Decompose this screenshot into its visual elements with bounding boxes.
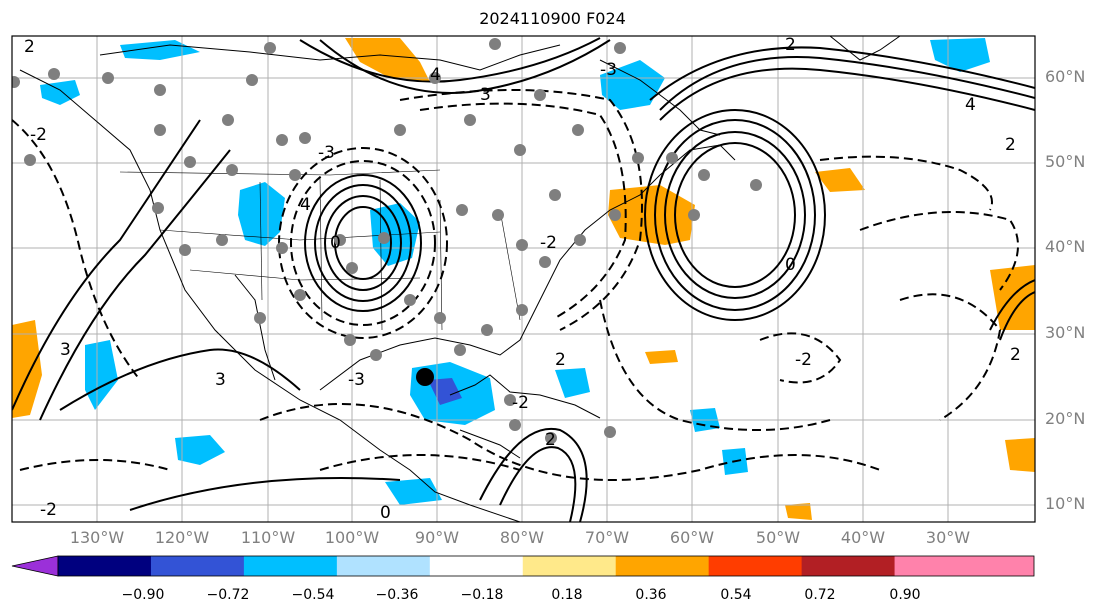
contour-labels: 2 -2 3 4 -3 0 -2 2 -3 2 4 0 -2 2 3 2 0 -…	[24, 35, 1021, 523]
contour-label: -2	[795, 350, 812, 370]
colorbar-segment	[150, 556, 245, 576]
colorbar-extend-low	[11, 555, 59, 577]
colorbar-tick-label: 0.90	[889, 587, 921, 603]
lon-label: 110°W	[240, 528, 296, 547]
lon-label: 80°W	[499, 528, 545, 547]
blue-area-central-america	[385, 478, 442, 505]
colorbar-segments	[11, 555, 1034, 577]
contour-label: 2	[785, 35, 796, 55]
colorbar-tick-label: −0.36	[375, 587, 419, 603]
colorbar-segment	[429, 556, 524, 576]
dashed-contours	[12, 89, 1019, 481]
lon-label: 90°W	[414, 528, 460, 547]
blue-area-pacific	[85, 340, 118, 410]
contour-label: 2	[1010, 345, 1021, 365]
contour-label: 2	[545, 430, 556, 450]
contour-label: -2	[540, 233, 557, 253]
lon-label: 50°W	[755, 528, 801, 547]
map-frame	[11, 35, 1036, 523]
contour-label: -2	[40, 500, 57, 520]
contour-label: 0	[330, 233, 341, 253]
contour-label: 3	[60, 340, 71, 360]
colorbar-tick-label: 0.36	[635, 587, 667, 603]
contour-label: 2	[1005, 135, 1016, 155]
lon-label: 100°W	[324, 528, 380, 547]
blue-area-pacific-south	[175, 435, 225, 465]
lon-label: 30°W	[925, 528, 971, 547]
orange-area-small	[785, 503, 812, 520]
lat-label: 40°N	[1045, 237, 1086, 256]
lon-label: 60°W	[669, 528, 715, 547]
colorbar-tick-label: 0.18	[551, 587, 583, 603]
colorbar-segment	[708, 556, 803, 576]
blue-area-hudson	[120, 40, 200, 60]
lat-label: 10°N	[1045, 494, 1086, 513]
colorbar-segment	[243, 556, 338, 576]
orange-area-ocean-mid	[645, 350, 678, 364]
lon-label: 40°W	[840, 528, 886, 547]
contour-label: -2	[30, 125, 47, 145]
colorbar-tick-label: 0.54	[720, 587, 752, 603]
contour-label: 4	[430, 65, 441, 85]
lon-label: 120°W	[154, 528, 210, 547]
colorbar-segment	[615, 556, 710, 576]
contour-label: 0	[380, 503, 391, 523]
contour-label: -3	[318, 143, 335, 163]
lon-label: 70°W	[584, 528, 630, 547]
lat-label: 30°N	[1045, 323, 1086, 342]
colorbar-segment	[801, 556, 896, 576]
contour-label: 3	[480, 85, 491, 105]
contour-label: -3	[348, 370, 365, 390]
colorbar-tick-label: −0.72	[206, 587, 250, 603]
contour-label: 3	[215, 370, 226, 390]
lat-label: 20°N	[1045, 409, 1086, 428]
contour-label: 4	[300, 195, 311, 215]
colorbar-tick-label: −0.18	[460, 587, 504, 603]
lon-label: 130°W	[69, 528, 125, 547]
blue-area-labrador	[600, 60, 665, 110]
lat-label: 50°N	[1045, 152, 1086, 171]
colorbar-segment	[336, 556, 431, 576]
orange-area-east	[815, 168, 865, 192]
blue-area-caribbean	[555, 368, 590, 398]
orange-area-southeast	[1005, 438, 1035, 472]
blue-area-plains	[238, 182, 285, 246]
chart-title: 2024110900 F024	[479, 9, 626, 28]
lat-label: 60°N	[1045, 67, 1086, 86]
storm-center-marker	[416, 368, 434, 386]
contour-label: -3	[600, 60, 617, 80]
solid-contours	[12, 37, 1035, 522]
station-dots	[12, 38, 762, 444]
orange-area-north	[345, 38, 430, 82]
colorbar-segment	[894, 556, 1034, 576]
contour-label: 2	[24, 37, 35, 57]
colorbar-segment	[58, 556, 152, 576]
colorbar-segment	[522, 556, 617, 576]
blue-area-greenland	[930, 38, 990, 72]
contour-label: 2	[555, 350, 566, 370]
contour-label: -2	[512, 393, 529, 413]
contour-label: 4	[965, 95, 976, 115]
colorbar-tick-label: −0.90	[121, 587, 165, 603]
state-borders	[119, 169, 521, 331]
contour-label: 0	[785, 255, 796, 275]
colorbar-tick-label: −0.54	[291, 587, 335, 603]
colorbar-tick-label: 0.72	[804, 587, 836, 603]
